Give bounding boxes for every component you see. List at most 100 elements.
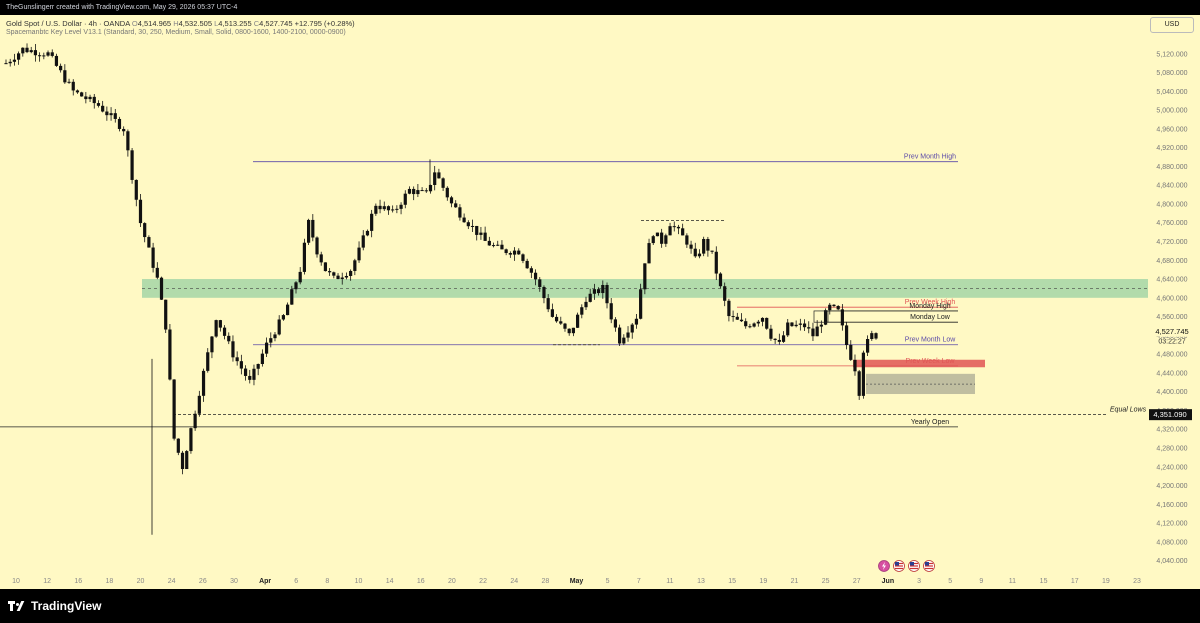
- candle-body[interactable]: [752, 323, 756, 327]
- candle-body[interactable]: [353, 260, 357, 271]
- candle-body[interactable]: [4, 63, 8, 65]
- candle-body[interactable]: [710, 250, 714, 252]
- candle-body[interactable]: [664, 235, 668, 244]
- candle-body[interactable]: [126, 131, 130, 151]
- candle-body[interactable]: [807, 327, 811, 329]
- candle-body[interactable]: [433, 172, 437, 185]
- candle-body[interactable]: [777, 339, 781, 342]
- candle-body[interactable]: [403, 193, 407, 205]
- candle-body[interactable]: [731, 316, 735, 318]
- candle-body[interactable]: [122, 128, 126, 132]
- candle-body[interactable]: [525, 260, 529, 269]
- candle-body[interactable]: [185, 451, 189, 470]
- candle-body[interactable]: [201, 370, 206, 396]
- candle-body[interactable]: [840, 309, 844, 326]
- candle-body[interactable]: [218, 320, 222, 328]
- candle-body[interactable]: [105, 111, 109, 116]
- candle-body[interactable]: [227, 335, 231, 342]
- candle-body[interactable]: [71, 81, 75, 91]
- candle-body[interactable]: [59, 65, 63, 71]
- candle-body[interactable]: [357, 247, 361, 261]
- candle-body[interactable]: [294, 282, 298, 290]
- candle-body[interactable]: [542, 286, 546, 299]
- candle-body[interactable]: [689, 244, 693, 249]
- candle-body[interactable]: [92, 96, 96, 104]
- candle-body[interactable]: [323, 262, 328, 272]
- candle-body[interactable]: [571, 327, 575, 334]
- candle-body[interactable]: [151, 247, 155, 268]
- candle-body[interactable]: [567, 328, 571, 334]
- candle-body[interactable]: [88, 96, 92, 100]
- candle-body[interactable]: [420, 190, 424, 192]
- candle-body[interactable]: [298, 271, 302, 283]
- candle-body[interactable]: [491, 245, 496, 247]
- candle-body[interactable]: [80, 92, 84, 97]
- candle-body[interactable]: [470, 225, 475, 227]
- candle-body[interactable]: [723, 286, 727, 301]
- candle-body[interactable]: [113, 113, 117, 119]
- candle-body[interactable]: [647, 243, 651, 264]
- candle-body[interactable]: [487, 240, 491, 246]
- candle-body[interactable]: [302, 242, 307, 272]
- candle-body[interactable]: [197, 395, 201, 414]
- candle-body[interactable]: [264, 342, 269, 354]
- candle-body[interactable]: [63, 70, 67, 83]
- candle-body[interactable]: [794, 324, 798, 327]
- candle-body[interactable]: [382, 206, 386, 210]
- candle-body[interactable]: [407, 188, 412, 194]
- candle-body[interactable]: [769, 328, 773, 339]
- candle-body[interactable]: [651, 236, 655, 244]
- candle-body[interactable]: [332, 272, 336, 276]
- candle-body[interactable]: [75, 90, 80, 93]
- candle-body[interactable]: [559, 321, 563, 324]
- candle-body[interactable]: [693, 248, 697, 257]
- candle-body[interactable]: [500, 244, 504, 250]
- candle-body[interactable]: [50, 52, 54, 56]
- candle-body[interactable]: [458, 207, 462, 218]
- candle-body[interactable]: [760, 317, 765, 322]
- candle-body[interactable]: [727, 300, 731, 317]
- candle-body[interactable]: [546, 298, 550, 310]
- candle-body[interactable]: [391, 209, 395, 211]
- candle-body[interactable]: [285, 304, 290, 316]
- candle-body[interactable]: [101, 105, 105, 112]
- candle-body[interactable]: [349, 270, 353, 276]
- candle-body[interactable]: [849, 344, 853, 360]
- candle-body[interactable]: [315, 237, 319, 255]
- candle-body[interactable]: [130, 150, 134, 180]
- candle-body[interactable]: [424, 190, 428, 192]
- candle-body[interactable]: [256, 364, 260, 369]
- candle-body[interactable]: [811, 328, 815, 337]
- candle-body[interactable]: [180, 452, 185, 470]
- candle-body[interactable]: [168, 329, 172, 380]
- price-axis-background[interactable]: [1148, 15, 1200, 589]
- candle-body[interactable]: [538, 279, 542, 287]
- candle-body[interactable]: [676, 226, 681, 229]
- candle-body[interactable]: [210, 336, 214, 353]
- candle-body[interactable]: [517, 250, 521, 255]
- candle-body[interactable]: [618, 327, 622, 344]
- candle-body[interactable]: [836, 305, 840, 310]
- candle-body[interactable]: [718, 273, 723, 287]
- candle-body[interactable]: [466, 222, 470, 227]
- candle-body[interactable]: [786, 322, 790, 336]
- candle-body[interactable]: [563, 323, 567, 329]
- candle-body[interactable]: [643, 263, 647, 290]
- candle-body[interactable]: [773, 338, 777, 340]
- candle-body[interactable]: [399, 204, 403, 209]
- candle-body[interactable]: [462, 217, 466, 223]
- candle-body[interactable]: [815, 326, 819, 337]
- candle-body[interactable]: [172, 379, 176, 439]
- candle-body[interactable]: [8, 61, 12, 64]
- tradingview-brand[interactable]: TradingView: [8, 599, 101, 613]
- lightning-icon[interactable]: [878, 560, 890, 572]
- candle-body[interactable]: [626, 332, 630, 338]
- candle-body[interactable]: [147, 237, 151, 248]
- candle-body[interactable]: [46, 52, 50, 56]
- candle-body[interactable]: [832, 304, 836, 306]
- candle-body[interactable]: [622, 337, 626, 344]
- candle-body[interactable]: [454, 203, 458, 208]
- candle-body[interactable]: [748, 326, 752, 328]
- candle-body[interactable]: [365, 230, 370, 236]
- indicator-legend[interactable]: Spacemanbtc Key Level V13.1 (Standard, 3…: [6, 29, 346, 36]
